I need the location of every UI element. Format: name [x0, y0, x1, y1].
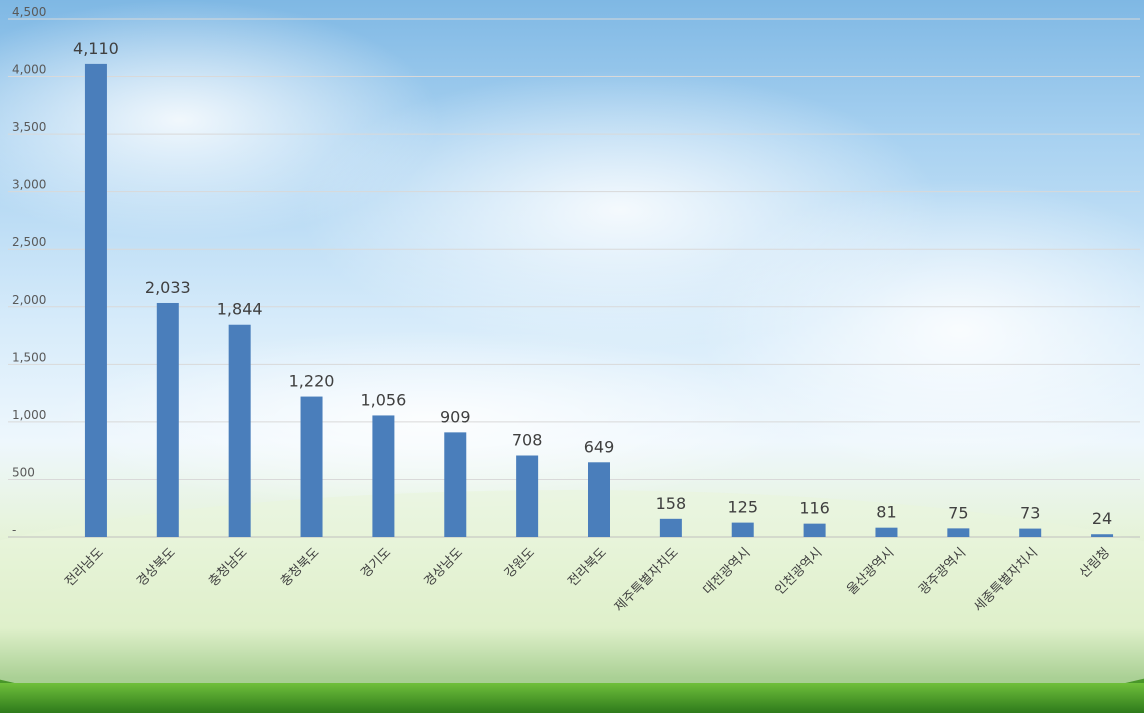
y-tick-label: 2,500: [12, 235, 46, 249]
y-tick-label: 500: [12, 465, 35, 479]
bar: [588, 462, 610, 537]
bar: [875, 527, 898, 537]
data-label: 158: [656, 494, 687, 513]
bar: [300, 396, 323, 537]
y-axis: - 500 1,000 1,500 2,000 2,500 3,000 3,500 4,000 4…: [12, 5, 46, 537]
bar: [947, 528, 970, 537]
data-label: 116: [799, 499, 830, 518]
bar: [1091, 534, 1114, 537]
bar: [516, 455, 539, 537]
data-label: 1,220: [289, 372, 335, 391]
bar: [84, 63, 107, 537]
data-label: 2,033: [145, 278, 191, 297]
data-label: 649: [584, 437, 615, 456]
data-label: 1,056: [360, 390, 406, 409]
y-tick-label: 4,000: [12, 63, 46, 77]
bar: [1019, 528, 1042, 537]
data-label: 75: [948, 503, 968, 522]
data-label: 73: [1020, 504, 1040, 523]
bars: [84, 63, 1114, 537]
bar: [228, 324, 251, 537]
y-tick-label: -: [12, 523, 16, 537]
y-tick-label: 1,500: [12, 350, 46, 364]
bar: [372, 415, 395, 537]
bar: [444, 432, 467, 537]
data-labels: 4,110 2,033 1,844 1,220 1,056 909 708 649 158 125…: [73, 39, 1112, 528]
y-tick-label: 3,000: [12, 178, 46, 192]
bar: [803, 523, 826, 537]
data-label: 708: [512, 431, 543, 450]
y-tick-label: 1,000: [12, 408, 46, 422]
data-label: 4,110: [73, 39, 119, 58]
data-label: 1,844: [217, 300, 263, 319]
bar: [156, 302, 179, 537]
y-tick-label: 2,000: [12, 293, 46, 307]
data-label: 909: [440, 407, 471, 426]
data-label: 24: [1092, 509, 1112, 528]
data-label: 125: [727, 498, 758, 517]
data-label: 81: [876, 503, 896, 522]
y-tick-label: 4,500: [12, 5, 46, 19]
y-tick-label: 3,500: [12, 120, 46, 134]
bar: [731, 522, 754, 537]
bar: [659, 518, 682, 537]
gridlines: [8, 18, 1140, 538]
